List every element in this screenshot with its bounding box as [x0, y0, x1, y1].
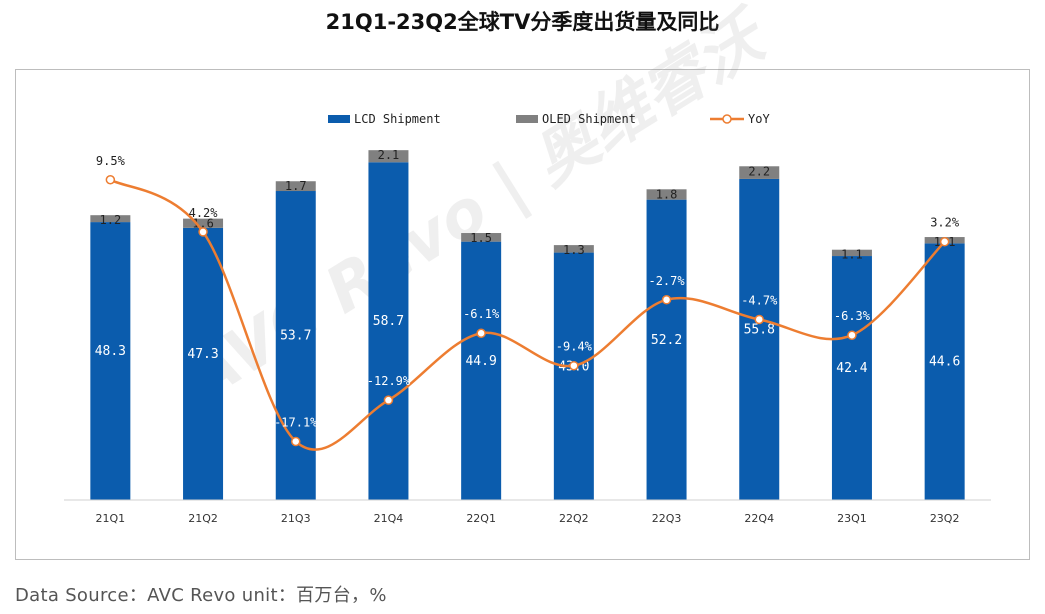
lcd-value-label: 55.8: [744, 322, 775, 337]
lcd-bar-22Q1: [461, 241, 502, 500]
x-tick-label: 21Q3: [281, 512, 311, 525]
oled-bar-22Q4: [739, 166, 780, 179]
lcd-bar-21Q3: [275, 191, 316, 500]
yoy-value-label: -17.1%: [274, 415, 318, 429]
x-tick-label: 22Q2: [559, 512, 589, 525]
legend-lcd-swatch: [328, 115, 350, 123]
oled-value-label: 1.2: [100, 213, 122, 227]
lcd-bar-22Q4: [739, 178, 780, 500]
lcd-value-label: 44.9: [465, 354, 496, 369]
lcd-value-label: 52.2: [651, 333, 682, 348]
lcd-bar-22Q3: [646, 199, 687, 500]
yoy-line: [109, 178, 946, 451]
x-tick-label: 21Q2: [188, 512, 218, 525]
yoy-value-label: -6.3%: [834, 309, 871, 323]
oled-bar-22Q3: [646, 189, 687, 200]
yoy-value-label: -12.9%: [367, 374, 411, 388]
chart-svg: 48.3 1.2 21Q1 47.3 1.6 21Q2 53.7 1.7 21Q3 58.7 2.1…: [64, 112, 991, 525]
oled-value-label: 1.7: [285, 179, 307, 193]
oled-value-label: 1.6: [192, 217, 214, 231]
yoy-point-22Q3: [661, 295, 672, 305]
lcd-bar-21Q2: [183, 227, 224, 500]
oled-value-label: 1.3: [563, 243, 585, 257]
lcd-value-label: 42.4: [836, 361, 867, 376]
oled-value-label: 2.2: [748, 164, 770, 178]
lcd-value-label: 58.7: [373, 314, 404, 329]
lcd-value-label: 44.6: [929, 355, 960, 370]
yoy-point-21Q1: [105, 175, 116, 185]
yoy-value-label: -6.1%: [463, 307, 500, 321]
lcd-bar-21Q4: [368, 162, 409, 500]
yoy-point-22Q2: [569, 360, 579, 371]
data-source-note: Data Source：AVC Revo unit：百万台，%: [15, 585, 387, 606]
yoy-value-label: -4.7%: [741, 293, 778, 307]
oled-bar-23Q1: [831, 249, 872, 257]
yoy-point-22Q1: [476, 328, 486, 338]
x-tick-label: 22Q3: [652, 512, 682, 525]
chart-frame: AVC Revo | 奥维睿沃 48.3 1.2 21Q1 47.3 1.6 21Q2 53…: [15, 1, 1030, 560]
yoy-point-23Q2: [939, 236, 950, 247]
lcd-bar-21Q1: [90, 222, 131, 500]
legend-lcd-label: LCD Shipment: [354, 112, 441, 126]
x-tick-label: 23Q1: [837, 512, 867, 525]
yoy-point-22Q4: [754, 314, 764, 325]
legend-yoy-marker: [722, 114, 732, 124]
yoy-point-23Q1: [847, 330, 857, 340]
oled-value-label: 2.1: [378, 148, 400, 162]
lcd-value-label: 53.7: [280, 329, 311, 344]
yoy-point-21Q2: [198, 227, 208, 237]
legend-oled-swatch: [516, 115, 538, 123]
lcd-value-label: 48.3: [95, 344, 126, 359]
oled-value-label: 1.5: [470, 231, 492, 245]
oled-bar-21Q4: [368, 150, 409, 163]
oled-bar-21Q3: [275, 181, 316, 192]
x-tick-label: 21Q4: [374, 512, 404, 525]
lcd-bar-22Q2: [553, 252, 594, 500]
oled-bar-21Q1: [90, 215, 131, 223]
x-tick-label: 22Q1: [466, 512, 496, 525]
yoy-point-21Q4: [383, 395, 394, 405]
oled-value-label: 1.1: [841, 248, 863, 262]
chart-title: 21Q1-23Q2全球TV分季度出货量及同比: [325, 10, 720, 34]
yoy-value-label: 9.5%: [96, 154, 126, 168]
yoy-value-label: 4.2%: [189, 206, 219, 220]
oled-bar-22Q2: [553, 245, 594, 253]
x-tick-label: 23Q2: [930, 512, 960, 525]
oled-value-label: 1.8: [656, 187, 678, 201]
legend-oled-label: OLED Shipment: [542, 112, 636, 126]
yoy-point-21Q3: [291, 436, 301, 447]
yoy-value-label: -9.4%: [556, 340, 593, 354]
yoy-value-label: -2.7%: [648, 274, 685, 288]
legend-yoy-label: YoY: [748, 112, 770, 126]
lcd-bar-23Q1: [831, 256, 872, 500]
oled-bar-21Q2: [183, 218, 224, 228]
x-tick-label: 21Q1: [96, 512, 126, 525]
yoy-value-label: 3.2%: [930, 216, 960, 230]
x-tick-label: 22Q4: [744, 512, 774, 525]
oled-bar-22Q1: [461, 233, 502, 242]
lcd-bar-23Q2: [924, 243, 965, 500]
lcd-value-label: 47.3: [187, 347, 218, 362]
